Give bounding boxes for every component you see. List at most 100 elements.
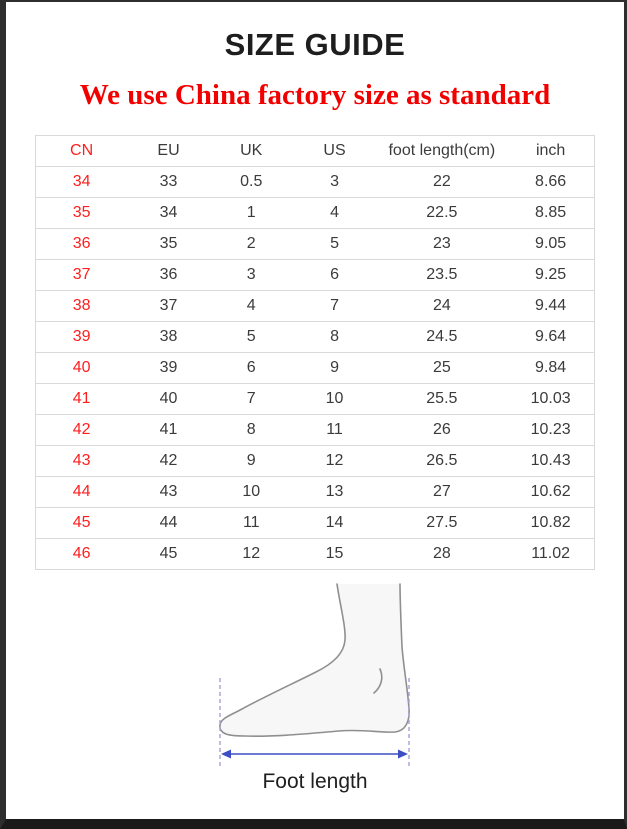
table-cell: 22.5 bbox=[376, 197, 508, 229]
table-cell: 45 bbox=[35, 507, 128, 539]
table-cell: 6 bbox=[292, 259, 377, 291]
arrowhead-right-icon bbox=[398, 749, 408, 759]
table-cell: 41 bbox=[127, 414, 210, 446]
table-cell: 34 bbox=[35, 166, 128, 198]
table-cell: 25 bbox=[376, 352, 508, 384]
arrowhead-left-icon bbox=[221, 749, 231, 759]
table-cell: 39 bbox=[127, 352, 210, 384]
table-cell: 43 bbox=[35, 445, 128, 477]
table-cell: 36 bbox=[35, 228, 128, 260]
table-cell: 5 bbox=[209, 321, 293, 353]
table-cell: 27.5 bbox=[376, 507, 508, 539]
table-cell: 35 bbox=[35, 197, 128, 229]
table-cell: 15 bbox=[292, 538, 377, 570]
table-cell: 9.84 bbox=[507, 352, 595, 384]
table-cell: 7 bbox=[292, 290, 377, 322]
table-cell: 9.44 bbox=[507, 290, 595, 322]
table-cell: 33 bbox=[127, 166, 210, 198]
table-cell: 28 bbox=[376, 538, 508, 570]
table-row: 46 45 12 15 28 11.02 bbox=[35, 538, 595, 570]
page-title: SIZE GUIDE bbox=[224, 27, 406, 62]
table-row: 34 33 0.5 3 22 8.66 bbox=[35, 166, 595, 198]
column-header-cn: CN bbox=[35, 135, 128, 167]
ankle-crease-path bbox=[373, 668, 383, 694]
foot-length-label: Foot length bbox=[262, 770, 368, 793]
table-cell: 11.02 bbox=[507, 538, 595, 570]
table-cell: 12 bbox=[292, 445, 377, 477]
column-header-foot-length-cm: foot length(cm) bbox=[376, 135, 508, 167]
table-cell: 42 bbox=[35, 414, 128, 446]
table-cell: 1 bbox=[209, 197, 293, 229]
table-cell: 40 bbox=[127, 383, 210, 415]
size-table-body: 34 33 0.5 3 22 8.66 35 34 1 4 22.5 8.85 36 35 2 5 23 9.05… bbox=[35, 166, 595, 570]
table-cell: 22 bbox=[376, 166, 508, 198]
column-header-us: US bbox=[292, 135, 377, 167]
table-cell: 10 bbox=[209, 476, 293, 508]
size-table-head: CN EU UK US foot length(cm) inch bbox=[35, 135, 595, 167]
table-cell: 11 bbox=[292, 414, 377, 446]
table-cell: 10.82 bbox=[507, 507, 595, 539]
table-row: 37 36 3 6 23.5 9.25 bbox=[35, 259, 595, 291]
table-cell: 27 bbox=[376, 476, 508, 508]
foot-illustration bbox=[219, 583, 410, 767]
table-cell: 9.64 bbox=[507, 321, 595, 353]
column-header-uk: UK bbox=[209, 135, 293, 167]
table-cell: 8.66 bbox=[507, 166, 595, 198]
table-cell: 3 bbox=[292, 166, 377, 198]
table-cell: 36 bbox=[127, 259, 210, 291]
table-cell: 10.03 bbox=[507, 383, 595, 415]
table-cell: 38 bbox=[35, 290, 128, 322]
table-cell: 25.5 bbox=[376, 383, 508, 415]
table-cell: 8 bbox=[292, 321, 377, 353]
table-cell: 35 bbox=[127, 228, 210, 260]
table-cell: 2 bbox=[209, 228, 293, 260]
table-cell: 5 bbox=[292, 228, 377, 260]
size-table: CN EU UK US foot length(cm) inch 34 33 0.5 3 22 8.… bbox=[35, 135, 595, 570]
table-row: 44 43 10 13 27 10.62 bbox=[35, 476, 595, 508]
table-cell: 46 bbox=[35, 538, 128, 570]
table-row: 42 41 8 11 26 10.23 bbox=[35, 414, 595, 446]
column-header-eu: EU bbox=[127, 135, 210, 167]
table-cell: 45 bbox=[127, 538, 210, 570]
table-cell: 7 bbox=[209, 383, 293, 415]
table-cell: 10.62 bbox=[507, 476, 595, 508]
table-cell: 41 bbox=[35, 383, 128, 415]
table-row: 36 35 2 5 23 9.05 bbox=[35, 228, 595, 260]
table-row: 45 44 11 14 27.5 10.82 bbox=[35, 507, 595, 539]
page-subtitle: We use China factory size as standard bbox=[79, 79, 551, 111]
table-cell: 24 bbox=[376, 290, 508, 322]
table-cell: 42 bbox=[127, 445, 210, 477]
table-cell: 0.5 bbox=[209, 166, 293, 198]
table-cell: 6 bbox=[209, 352, 293, 384]
table-cell: 10.43 bbox=[507, 445, 595, 477]
table-cell: 26.5 bbox=[376, 445, 508, 477]
table-cell: 23.5 bbox=[376, 259, 508, 291]
table-cell: 3 bbox=[209, 259, 293, 291]
table-cell: 9.25 bbox=[507, 259, 595, 291]
table-cell: 4 bbox=[209, 290, 293, 322]
table-row: 43 42 9 12 26.5 10.43 bbox=[35, 445, 595, 477]
table-cell: 8.85 bbox=[507, 197, 595, 229]
table-cell: 44 bbox=[127, 507, 210, 539]
table-cell: 9.05 bbox=[507, 228, 595, 260]
table-cell: 38 bbox=[127, 321, 210, 353]
table-cell: 24.5 bbox=[376, 321, 508, 353]
table-cell: 9 bbox=[292, 352, 377, 384]
foot-length-figure: Foot length bbox=[204, 583, 426, 794]
table-cell: 37 bbox=[127, 290, 210, 322]
table-cell: 10.23 bbox=[507, 414, 595, 446]
table-cell: 8 bbox=[209, 414, 293, 446]
table-cell: 4 bbox=[292, 197, 377, 229]
table-cell: 12 bbox=[209, 538, 293, 570]
table-cell: 10 bbox=[292, 383, 377, 415]
table-row: 35 34 1 4 22.5 8.85 bbox=[35, 197, 595, 229]
table-cell: 26 bbox=[376, 414, 508, 446]
table-cell: 9 bbox=[209, 445, 293, 477]
table-cell: 44 bbox=[35, 476, 128, 508]
table-row: 41 40 7 10 25.5 10.03 bbox=[35, 383, 595, 415]
table-cell: 40 bbox=[35, 352, 128, 384]
table-cell: 13 bbox=[292, 476, 377, 508]
size-table-header-row: CN EU UK US foot length(cm) inch bbox=[35, 135, 595, 167]
table-cell: 23 bbox=[376, 228, 508, 260]
table-cell: 37 bbox=[35, 259, 128, 291]
